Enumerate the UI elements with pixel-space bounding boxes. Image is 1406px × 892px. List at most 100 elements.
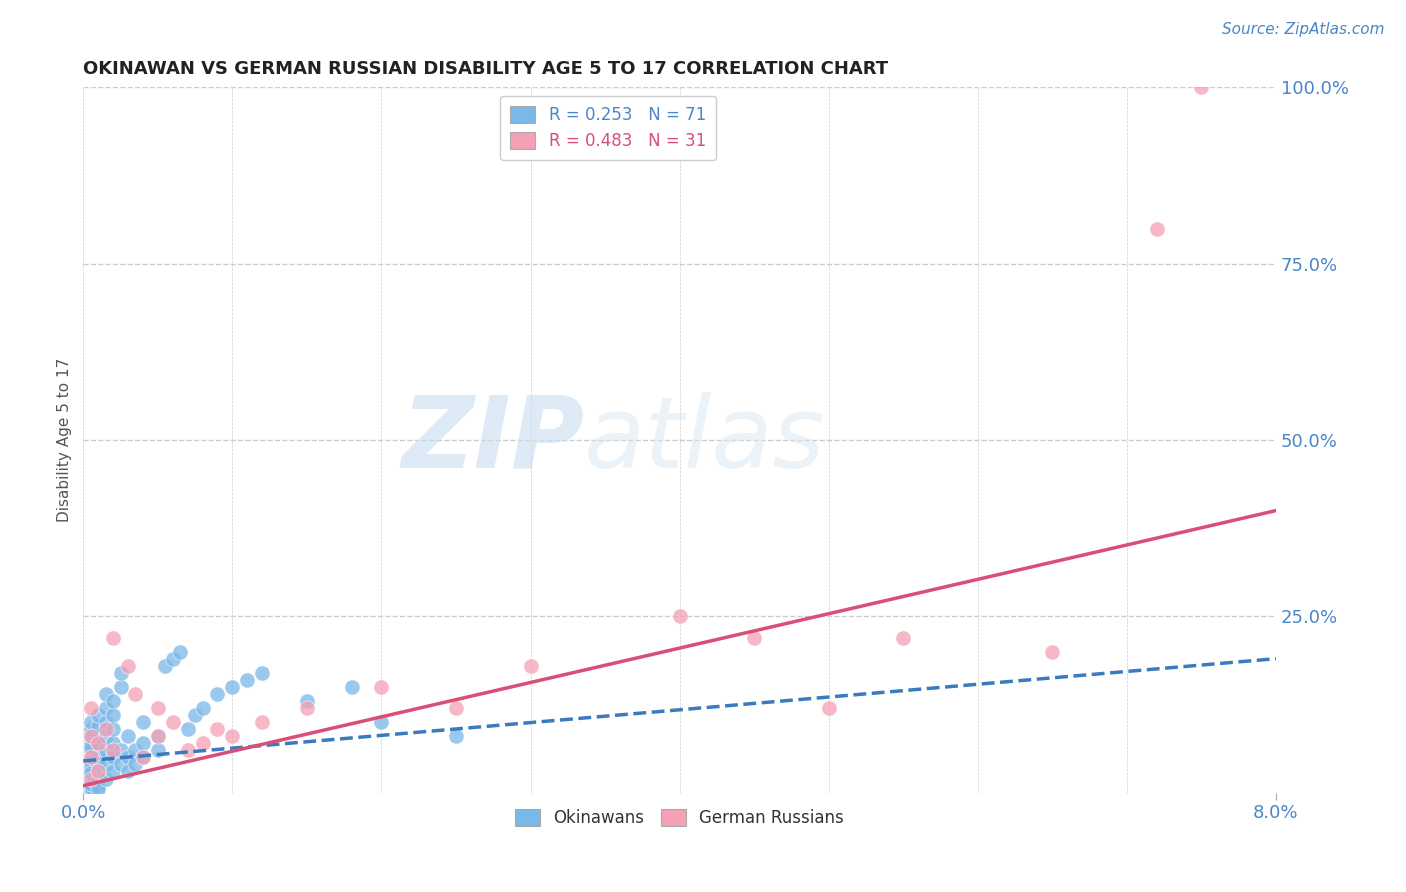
Point [101, 764, 124, 779]
Point [80, 701, 103, 715]
Point [176, 743, 198, 757]
Point [132, 715, 155, 730]
Point [80, 729, 103, 743]
Point [87, 719, 110, 733]
Point [87, 729, 110, 743]
Point [110, 665, 132, 680]
Point [162, 651, 184, 665]
Point [207, 722, 229, 736]
Point [146, 729, 169, 743]
Y-axis label: Disability Age 5 to 17: Disability Age 5 to 17 [58, 358, 72, 522]
Point [80, 750, 103, 764]
Point [117, 764, 139, 779]
Point [80, 736, 103, 750]
Point [295, 701, 318, 715]
Point [250, 715, 273, 730]
Point [87, 772, 110, 786]
Text: atlas: atlas [585, 392, 825, 489]
Point [155, 658, 177, 673]
Point [80, 780, 103, 794]
Point [110, 743, 132, 757]
Point [80, 768, 103, 782]
Point [87, 736, 110, 750]
Point [101, 631, 124, 645]
Point [94, 722, 117, 736]
Point [1040, 645, 1063, 659]
Point [117, 658, 139, 673]
Point [80, 761, 103, 775]
Point [169, 645, 191, 659]
Point [221, 680, 243, 694]
Point [191, 701, 214, 715]
Point [87, 736, 110, 750]
Point [80, 754, 103, 768]
Point [124, 757, 146, 772]
Point [80, 779, 103, 793]
Text: Source: ZipAtlas.com: Source: ZipAtlas.com [1222, 22, 1385, 37]
Point [1189, 80, 1212, 95]
Point [87, 764, 110, 779]
Point [94, 772, 117, 786]
Point [87, 779, 110, 793]
Point [80, 764, 103, 779]
Text: ZIP: ZIP [401, 392, 585, 489]
Point [236, 673, 259, 687]
Point [132, 750, 155, 764]
Legend: Okinawans, German Russians: Okinawans, German Russians [509, 802, 851, 834]
Point [101, 736, 124, 750]
Point [94, 687, 117, 701]
Point [146, 701, 169, 715]
Point [80, 777, 103, 791]
Point [117, 729, 139, 743]
Point [80, 750, 103, 764]
Point [132, 736, 155, 750]
Point [207, 687, 229, 701]
Point [668, 609, 690, 624]
Point [87, 708, 110, 723]
Point [101, 750, 124, 764]
Point [94, 715, 117, 730]
Point [146, 729, 169, 743]
Point [340, 680, 363, 694]
Point [132, 750, 155, 764]
Point [80, 775, 103, 789]
Point [250, 665, 273, 680]
Text: OKINAWAN VS GERMAN RUSSIAN DISABILITY AGE 5 TO 17 CORRELATION CHART: OKINAWAN VS GERMAN RUSSIAN DISABILITY AG… [83, 60, 889, 78]
Point [817, 701, 839, 715]
Point [80, 772, 103, 786]
Point [370, 680, 392, 694]
Point [891, 631, 914, 645]
Point [80, 729, 103, 743]
Point [101, 743, 124, 757]
Point [124, 687, 146, 701]
Point [94, 701, 117, 715]
Point [110, 680, 132, 694]
Point [519, 658, 541, 673]
Point [117, 750, 139, 764]
Point [80, 784, 103, 798]
Point [94, 729, 117, 743]
Point [80, 757, 103, 772]
Point [87, 782, 110, 797]
Point [191, 736, 214, 750]
Point [176, 722, 198, 736]
Point [162, 715, 184, 730]
Point [101, 708, 124, 723]
Point [101, 694, 124, 708]
Point [80, 772, 103, 786]
Point [87, 764, 110, 779]
Point [94, 743, 117, 757]
Point [146, 743, 169, 757]
Point [221, 729, 243, 743]
Point [87, 750, 110, 764]
Point [94, 757, 117, 772]
Point [80, 782, 103, 797]
Point [1146, 221, 1168, 235]
Point [87, 757, 110, 772]
Point [101, 722, 124, 736]
Point [742, 631, 765, 645]
Point [295, 694, 318, 708]
Point [80, 715, 103, 730]
Point [80, 722, 103, 736]
Point [80, 739, 103, 754]
